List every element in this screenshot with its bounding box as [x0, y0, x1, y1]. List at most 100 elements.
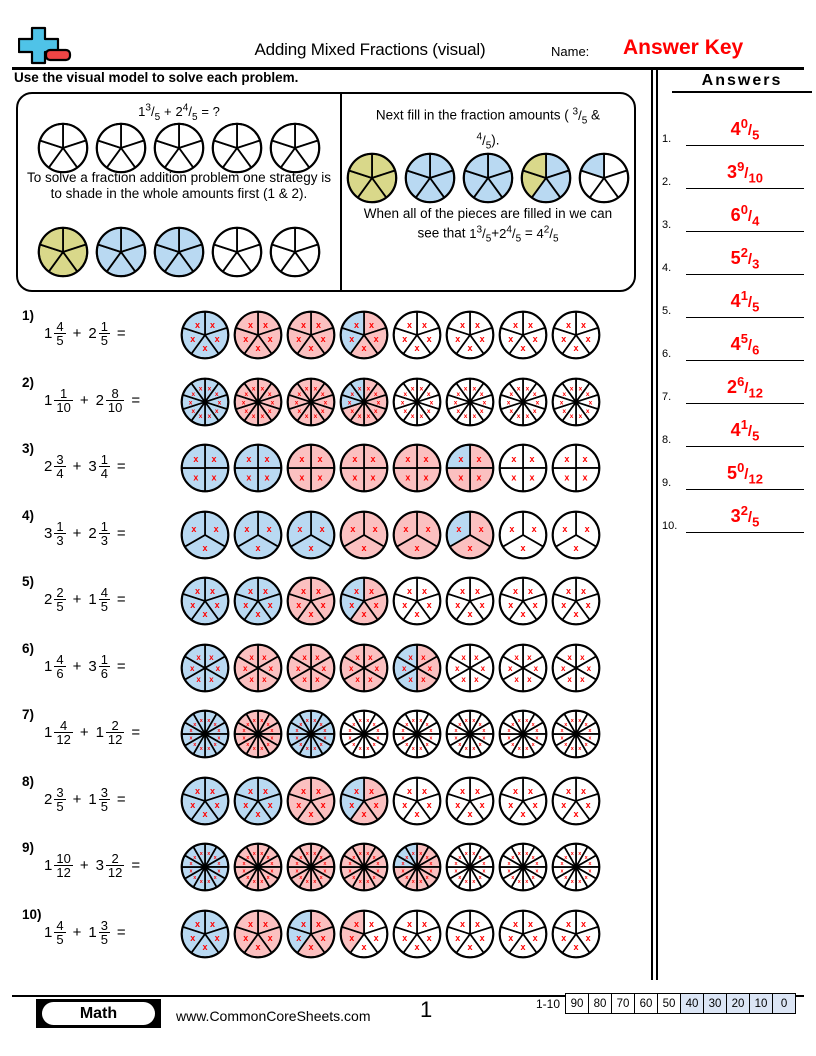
svg-text:x: x [517, 385, 521, 392]
svg-text:x: x [361, 543, 366, 553]
svg-text:x: x [526, 413, 530, 420]
svg-text:x: x [465, 879, 469, 885]
svg-text:x: x [402, 334, 407, 344]
svg-text:x: x [267, 742, 271, 748]
svg-text:x: x [510, 407, 514, 414]
svg-text:x: x [564, 472, 569, 482]
svg-text:x: x [586, 407, 590, 414]
svg-text:x: x [242, 399, 246, 406]
svg-text:x: x [458, 875, 462, 881]
svg-text:x: x [192, 390, 196, 397]
svg-text:x: x [320, 855, 324, 861]
svg-text:x: x [461, 652, 466, 661]
svg-text:x: x [375, 663, 380, 672]
svg-text:x: x [511, 855, 515, 861]
svg-text:x: x [401, 399, 405, 406]
answers-column-divider [651, 70, 658, 980]
svg-text:x: x [269, 663, 274, 672]
svg-text:x: x [402, 600, 407, 610]
svg-text:x: x [528, 785, 533, 795]
instructions-text: Use the visual model to solve each probl… [14, 70, 299, 85]
svg-text:x: x [482, 736, 486, 742]
svg-text:x: x [458, 472, 463, 482]
svg-text:x: x [426, 875, 430, 881]
svg-text:x: x [586, 800, 591, 810]
svg-text:x: x [528, 320, 533, 330]
svg-text:x: x [255, 343, 260, 353]
svg-text:x: x [263, 785, 268, 795]
svg-text:x: x [402, 861, 406, 867]
svg-text:x: x [528, 586, 533, 596]
svg-text:x: x [253, 718, 257, 724]
svg-text:x: x [217, 861, 221, 867]
svg-text:x: x [464, 385, 468, 392]
svg-text:x: x [376, 736, 380, 742]
svg-text:x: x [460, 918, 465, 928]
svg-text:x: x [518, 746, 522, 752]
svg-text:x: x [585, 523, 590, 533]
svg-text:x: x [421, 674, 426, 683]
grading-scale-cell: 30 [704, 994, 728, 1013]
svg-text:x: x [581, 586, 586, 596]
example-right-text-bottom: When all of the pieces are filled in we … [363, 206, 613, 245]
svg-text:x: x [532, 722, 536, 728]
svg-text:x: x [302, 674, 307, 683]
svg-text:x: x [265, 454, 270, 464]
svg-text:x: x [533, 800, 538, 810]
svg-text:x: x [586, 390, 590, 397]
svg-text:x: x [355, 674, 360, 683]
answer-row: 6. 45/6 [662, 321, 808, 361]
svg-text:x: x [374, 407, 378, 414]
answer-blank-line [686, 446, 804, 447]
svg-text:x: x [350, 523, 355, 533]
svg-text:x: x [321, 600, 326, 610]
answer-row: 1. 40/5 [662, 106, 808, 146]
svg-text:x: x [578, 746, 582, 752]
svg-text:x: x [405, 875, 409, 881]
svg-text:x: x [316, 785, 321, 795]
svg-text:x: x [535, 861, 539, 867]
svg-text:x: x [267, 855, 271, 861]
grading-scale-cell: 80 [589, 994, 613, 1013]
svg-text:x: x [296, 334, 301, 344]
problem-expression: 1 1 10 +2 8 10 = [44, 387, 140, 414]
svg-text:x: x [215, 390, 219, 397]
svg-text:x: x [243, 800, 248, 810]
equals-sign: = [116, 458, 126, 475]
answer-row: 10. 32/5 [662, 493, 808, 533]
example-empty-circles [18, 122, 340, 174]
svg-text:x: x [586, 334, 591, 344]
problem-expression: 1 4 5 +2 1 5 = [44, 320, 126, 347]
svg-text:x: x [414, 343, 419, 353]
problem-row: 10) 1 4 5 +1 3 5 = x x x x x x x x x x x x x x x x x x x x x x x x x x x x x… [0, 907, 650, 969]
svg-text:x: x [402, 933, 407, 943]
svg-text:x: x [260, 746, 264, 752]
svg-text:x: x [525, 746, 529, 752]
operator-plus: + [72, 790, 82, 808]
svg-text:x: x [296, 800, 301, 810]
svg-text:x: x [402, 728, 406, 734]
svg-text:x: x [589, 399, 593, 406]
svg-text:x: x [566, 320, 571, 330]
svg-text:x: x [366, 851, 370, 857]
svg-text:x: x [299, 855, 303, 861]
svg-text:x: x [458, 855, 462, 861]
svg-text:x: x [374, 933, 379, 943]
